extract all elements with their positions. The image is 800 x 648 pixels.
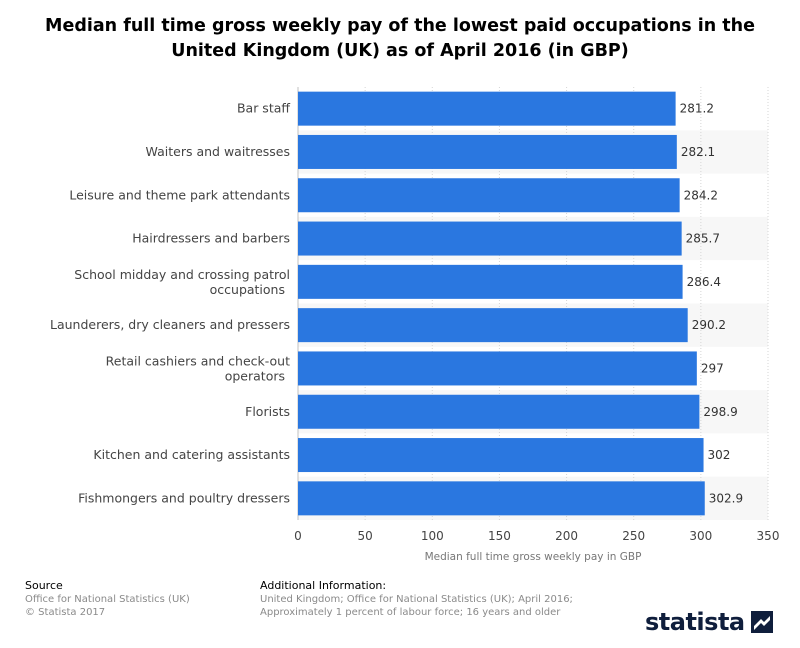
additional-info-line: Approximately 1 percent of labour force;… (260, 607, 561, 618)
category-label: Florists (245, 404, 290, 419)
value-label: 284.2 (684, 188, 718, 202)
category-label: Bar staff (237, 101, 290, 116)
category-label: Retail cashiers and check-out operators (106, 353, 290, 383)
bar[interactable] (298, 481, 705, 516)
additional-info-heading: Additional Information: (260, 579, 387, 592)
x-tick-label: 100 (421, 529, 444, 543)
bar[interactable] (298, 134, 677, 169)
category-label: School midday and crossing patrol occupat… (74, 267, 290, 297)
x-tick-label: 150 (488, 529, 511, 543)
source-heading: Source (25, 579, 63, 592)
statista-logo-icon (750, 611, 773, 633)
category-label: Launderers, dry cleaners and pressers (50, 317, 290, 332)
bar[interactable] (298, 438, 704, 473)
source-line[interactable]: Office for National Statistics (UK) (25, 594, 190, 605)
value-label: 281.2 (680, 102, 714, 116)
bar[interactable] (298, 351, 697, 386)
bar[interactable] (298, 221, 682, 256)
value-label: 298.9 (703, 405, 737, 419)
category-label: Kitchen and catering assistants (93, 447, 290, 462)
bar[interactable] (298, 394, 700, 429)
category-label: Leisure and theme park attendants (69, 187, 290, 202)
additional-info-line: United Kingdom; Office for National Stat… (260, 594, 573, 605)
value-label: 285.7 (686, 232, 720, 246)
value-label: 286.4 (687, 275, 721, 289)
bar[interactable] (298, 178, 680, 213)
statista-logo[interactable]: statista (645, 602, 773, 642)
x-tick-label: 200 (555, 529, 578, 543)
copyright-line: © Statista 2017 (25, 607, 106, 618)
x-tick-label: 250 (622, 529, 645, 543)
source-block: Source Office for National Statistics (U… (25, 579, 190, 619)
value-label: 290.2 (692, 318, 726, 332)
category-label: Fishmongers and poultry dressers (78, 490, 290, 505)
chart-title: Median full time gross weekly pay of the… (45, 16, 755, 61)
value-label: 302.9 (709, 491, 743, 505)
value-label: 297 (701, 361, 724, 375)
logo-text: statista (645, 608, 745, 636)
category-label: Hairdressers and barbers (132, 231, 290, 246)
category-label: Waiters and waitresses (146, 144, 290, 159)
value-label: 282.1 (681, 145, 715, 159)
bar[interactable] (298, 91, 676, 126)
x-tick-label: 50 (358, 529, 373, 543)
additional-info-block: Additional Information: United Kingdom; … (260, 579, 573, 619)
bar[interactable] (298, 308, 688, 343)
x-axis-title: Median full time gross weekly pay in GBP (425, 551, 642, 563)
x-tick-label: 300 (689, 529, 712, 543)
x-tick-label: 350 (757, 529, 780, 543)
x-tick-label: 0 (294, 529, 302, 543)
bar[interactable] (298, 264, 683, 299)
value-label: 302 (708, 448, 731, 462)
bar-chart: 281.2 Bar staff 282.1 Waiters and waitresse… (50, 87, 780, 563)
